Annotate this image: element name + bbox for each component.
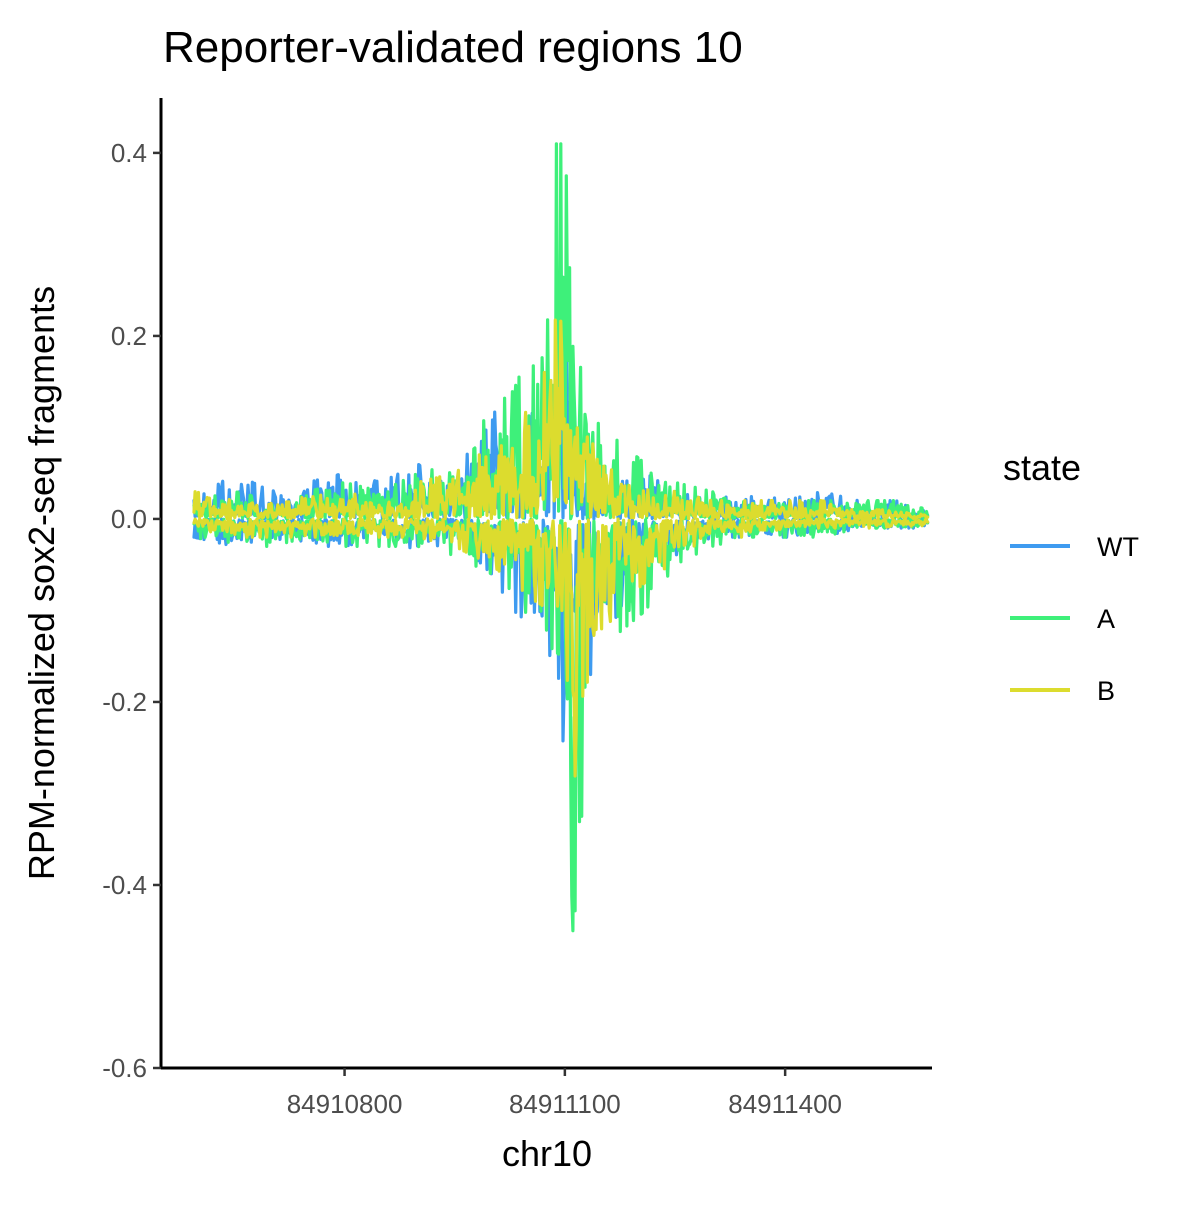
x-axis-title: chr10 — [502, 1133, 592, 1174]
y-tick-label: 0.4 — [111, 138, 147, 168]
y-tick-label: 0.0 — [111, 504, 147, 534]
x-tick-label: 84911400 — [728, 1089, 842, 1119]
x-tick-label: 84911100 — [509, 1089, 621, 1119]
y-tick-label: -0.2 — [102, 687, 147, 717]
legend-label-a: A — [1097, 604, 1115, 634]
series-line-b-reverse — [192, 517, 930, 778]
y-tick-label: -0.4 — [102, 870, 147, 900]
y-axis-ticks: -0.6 -0.4 -0.2 0.0 0.2 0.4 — [102, 138, 161, 1083]
series-line-b-forward — [192, 318, 930, 521]
legend: state WT A B — [1003, 447, 1139, 706]
chart-title: Reporter-validated regions 10 — [163, 23, 743, 72]
legend-items: WT A B — [1010, 532, 1139, 706]
legend-title: state — [1003, 447, 1081, 488]
legend-label-b: B — [1097, 676, 1115, 706]
y-tick-label: 0.2 — [111, 321, 147, 351]
x-tick-label: 84910800 — [287, 1089, 403, 1119]
legend-label-wt: WT — [1097, 532, 1139, 562]
x-axis-ticks: 84910800 84911100 84911400 — [287, 1068, 842, 1119]
y-tick-label: -0.6 — [102, 1053, 147, 1083]
y-axis-title: RPM-normalized sox2-seq fragments — [21, 286, 62, 880]
plot-series-group — [192, 142, 930, 933]
